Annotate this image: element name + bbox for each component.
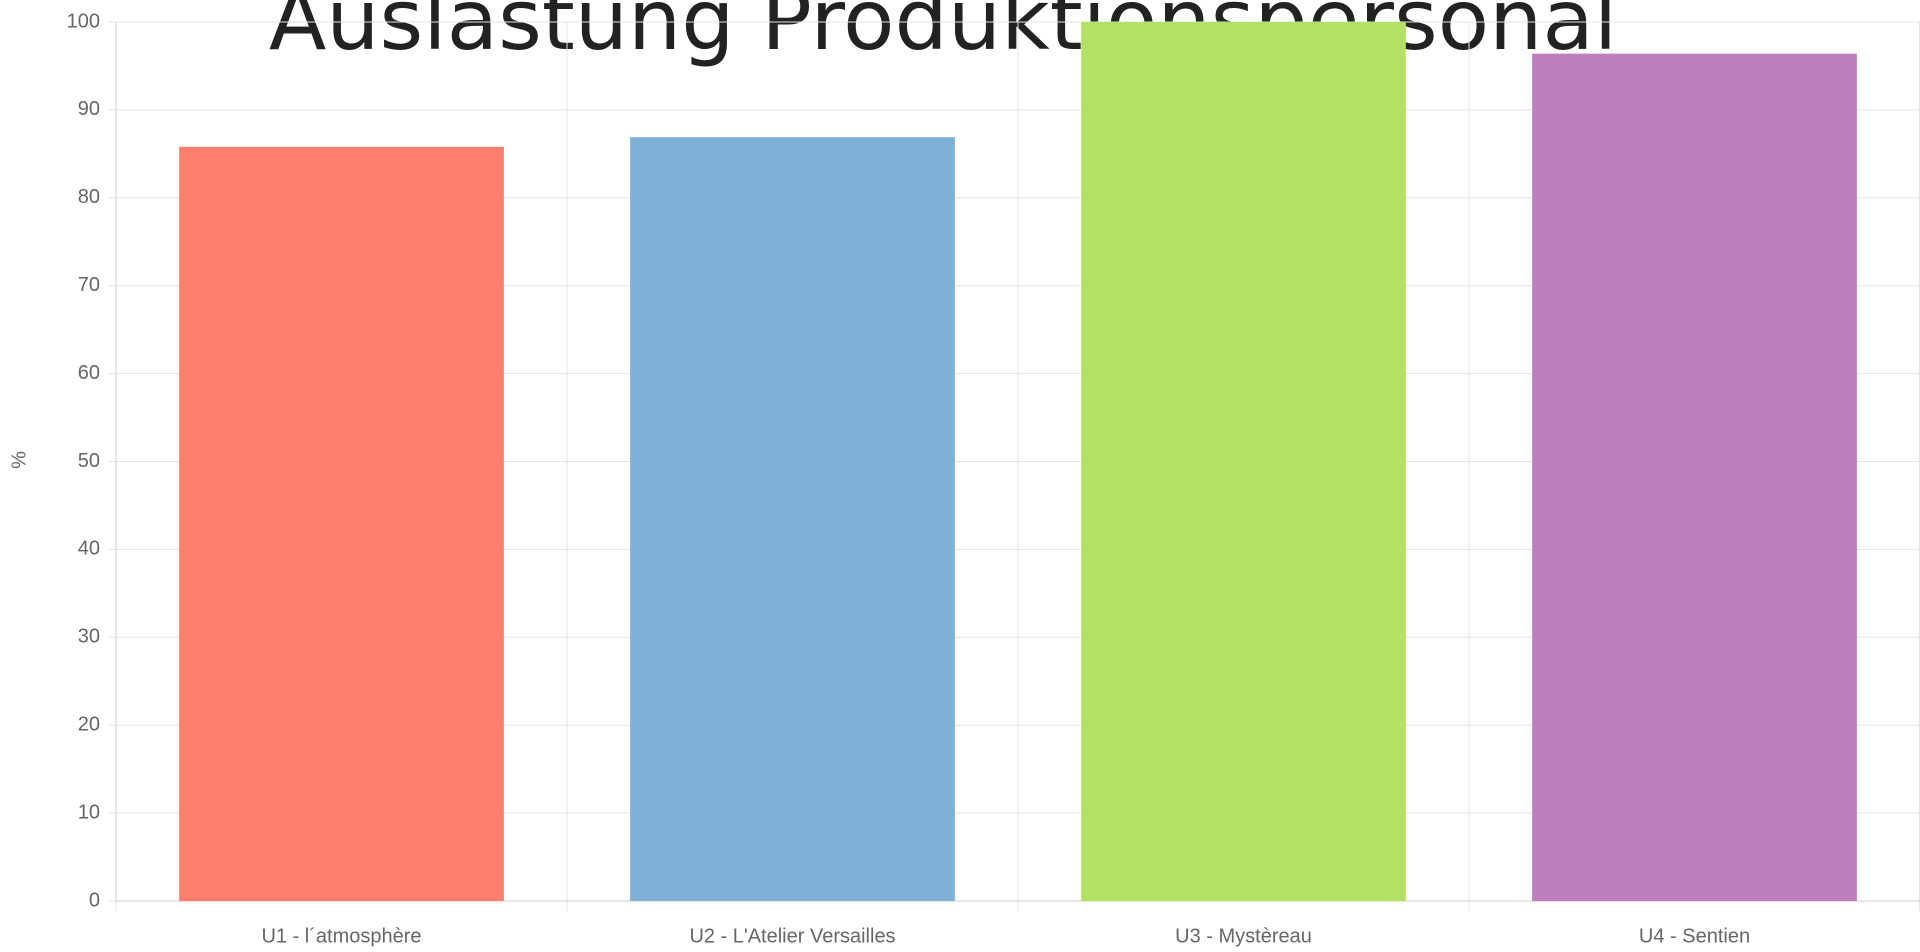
- bar: [1081, 22, 1406, 901]
- y-tick-label: 10: [78, 801, 100, 823]
- y-tick-label: 90: [78, 98, 100, 120]
- y-tick-label: 40: [78, 538, 100, 560]
- y-tick-label: 50: [78, 450, 100, 472]
- bar: [179, 146, 504, 901]
- y-tick-label: 70: [78, 274, 100, 296]
- x-tick-label: U1 - l´atmosphère: [261, 925, 421, 947]
- y-axis-label: %: [8, 451, 30, 469]
- bar: [1532, 53, 1857, 902]
- x-tick-label: U2 - L'Atelier Versailles: [689, 925, 895, 947]
- y-tick-label: 80: [78, 186, 100, 208]
- x-tick-label: U3 - Mystèreau: [1175, 925, 1312, 947]
- y-tick-label: 60: [78, 362, 100, 384]
- x-tick-label: U4 - Sentien: [1639, 925, 1750, 947]
- y-tick-label: 0: [89, 889, 100, 911]
- chart-title: Auslastung Produktionspersonal: [269, 0, 1617, 69]
- y-tick-label: 100: [67, 10, 100, 32]
- y-tick-label: 20: [78, 713, 100, 735]
- y-tick-label: 30: [78, 626, 100, 648]
- bar: [630, 137, 955, 902]
